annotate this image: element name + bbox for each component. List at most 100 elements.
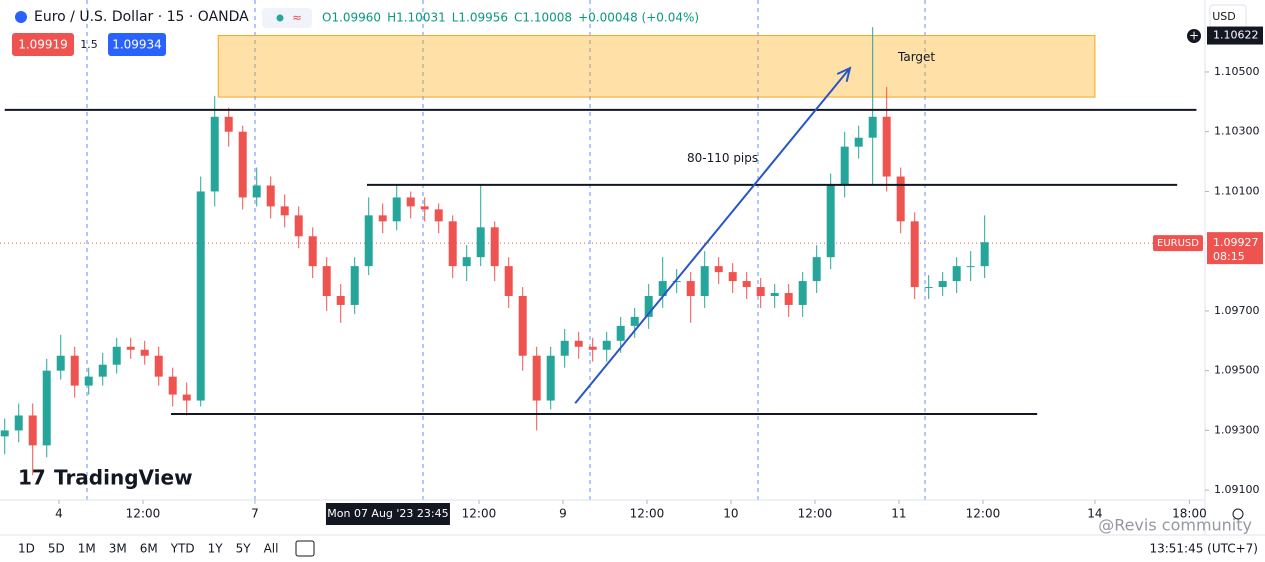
candle-body — [924, 287, 933, 289]
trend-arrow — [574, 67, 851, 404]
clock: 13:51:45 (UTC+7) — [1149, 542, 1258, 556]
candle-body — [882, 116, 891, 177]
range-button[interactable]: All — [264, 542, 279, 556]
target-label: Target — [897, 50, 935, 64]
x-tick-label: 12:00 — [462, 507, 497, 521]
candle-body — [182, 394, 191, 401]
candle-body — [966, 266, 975, 268]
symbol-title[interactable]: Euro / U.S. Dollar · 15 · OANDA — [34, 9, 249, 25]
buy-button[interactable] — [108, 33, 166, 56]
candle-body — [98, 364, 107, 377]
candle-body — [434, 209, 443, 222]
watermark: @Revis community — [1098, 516, 1252, 535]
add-button[interactable] — [1187, 29, 1201, 43]
y-tick-label: 1.10100 — [1214, 184, 1260, 197]
candle-body — [350, 266, 359, 305]
candle-body — [672, 281, 681, 283]
x-tick-label: 9 — [559, 507, 567, 521]
candle-body — [868, 116, 877, 138]
candle-body — [294, 215, 303, 237]
candle-body — [952, 266, 961, 282]
axis-marker-box — [1207, 26, 1263, 45]
sell-button[interactable] — [12, 33, 74, 56]
candle-body — [224, 116, 233, 132]
x-tick-label: 11 — [891, 507, 906, 521]
candle-body — [0, 430, 9, 437]
currency[interactable]: USD — [1212, 10, 1236, 23]
range-button[interactable]: 1Y — [208, 542, 224, 556]
y-tick-label: 1.10300 — [1214, 125, 1260, 138]
y-tick-label: 1.09700 — [1214, 304, 1260, 317]
x-tick-label: 18:00 — [1172, 507, 1207, 521]
candle-body — [938, 281, 947, 288]
x-tick-label: 7 — [251, 507, 259, 521]
candle-body — [238, 131, 247, 198]
add-icon: + — [1189, 29, 1199, 43]
candle-body — [896, 176, 905, 222]
symbol-icon — [15, 11, 27, 23]
x-tick-label: 14 — [1087, 507, 1102, 521]
candle-body — [364, 215, 373, 267]
symbol-tag — [1153, 235, 1203, 252]
status-icons[interactable] — [262, 8, 312, 28]
ohlc-values: O1.09960 H1.10031 L1.09956 C1.10008 +0.00048… — [322, 11, 699, 25]
candle-body — [140, 349, 149, 356]
candle-body — [406, 197, 415, 207]
candle-body — [840, 146, 849, 186]
sell-price[interactable]: 1.09919 — [18, 38, 68, 52]
candle-body — [518, 295, 527, 356]
x-tick-label: 4 — [55, 507, 63, 521]
candle-body — [714, 266, 723, 273]
candle-body — [308, 236, 317, 267]
candle-body — [84, 376, 93, 386]
ohlc-value: C1.10008 — [514, 11, 572, 25]
candle-body — [826, 185, 835, 258]
candle-body — [448, 221, 457, 267]
range-button[interactable]: 3M — [109, 542, 127, 556]
candle-body — [980, 242, 989, 267]
candle-body — [630, 316, 639, 326]
candle-body — [378, 215, 387, 222]
settings-icon[interactable] — [1232, 508, 1244, 520]
candle-body — [686, 281, 695, 296]
calendar-icon[interactable] — [295, 540, 315, 557]
y-tick-label: 1.09100 — [1214, 483, 1260, 496]
candle-body — [616, 325, 625, 341]
candle-body — [42, 370, 51, 446]
candle-body — [546, 355, 555, 401]
spread: 1.5 — [80, 38, 98, 51]
range-button[interactable]: 6M — [140, 542, 158, 556]
last-price-label: 1.09927 — [1213, 236, 1259, 249]
candle-body — [644, 295, 653, 317]
candle-body — [728, 272, 737, 282]
candle-body — [560, 340, 569, 356]
candle-body — [504, 266, 513, 296]
candle-body — [602, 340, 611, 350]
session-breaks — [86, 0, 926, 500]
crosshair-box — [325, 503, 450, 525]
candle-body — [798, 281, 807, 305]
arrow-head — [836, 66, 852, 82]
range-button[interactable]: 5Y — [236, 542, 252, 556]
candle-body — [322, 266, 331, 296]
candle-body — [756, 287, 765, 296]
buy-price[interactable]: 1.09934 — [112, 38, 162, 52]
candle-body — [574, 340, 583, 347]
logo-mark: 17 — [18, 466, 46, 490]
countdown: 08:15 — [1213, 250, 1245, 263]
candle-body — [392, 197, 401, 222]
candle-body — [336, 295, 345, 305]
range-button[interactable]: YTD — [170, 542, 195, 556]
candle-body — [700, 266, 709, 296]
range-button[interactable]: 5D — [48, 542, 65, 556]
candle-body — [910, 221, 919, 288]
x-tick-label: 12:00 — [126, 507, 161, 521]
x-tick-label: 10 — [723, 507, 738, 521]
candle-body — [784, 293, 793, 305]
range-button[interactable]: 1D — [18, 542, 35, 556]
range-button[interactable]: 1M — [78, 542, 96, 556]
logo: TradingView — [54, 466, 193, 490]
candle-body — [770, 293, 779, 296]
symbol-tag-label: EURUSD — [1157, 238, 1199, 249]
x-tick-label: 12:00 — [798, 507, 833, 521]
